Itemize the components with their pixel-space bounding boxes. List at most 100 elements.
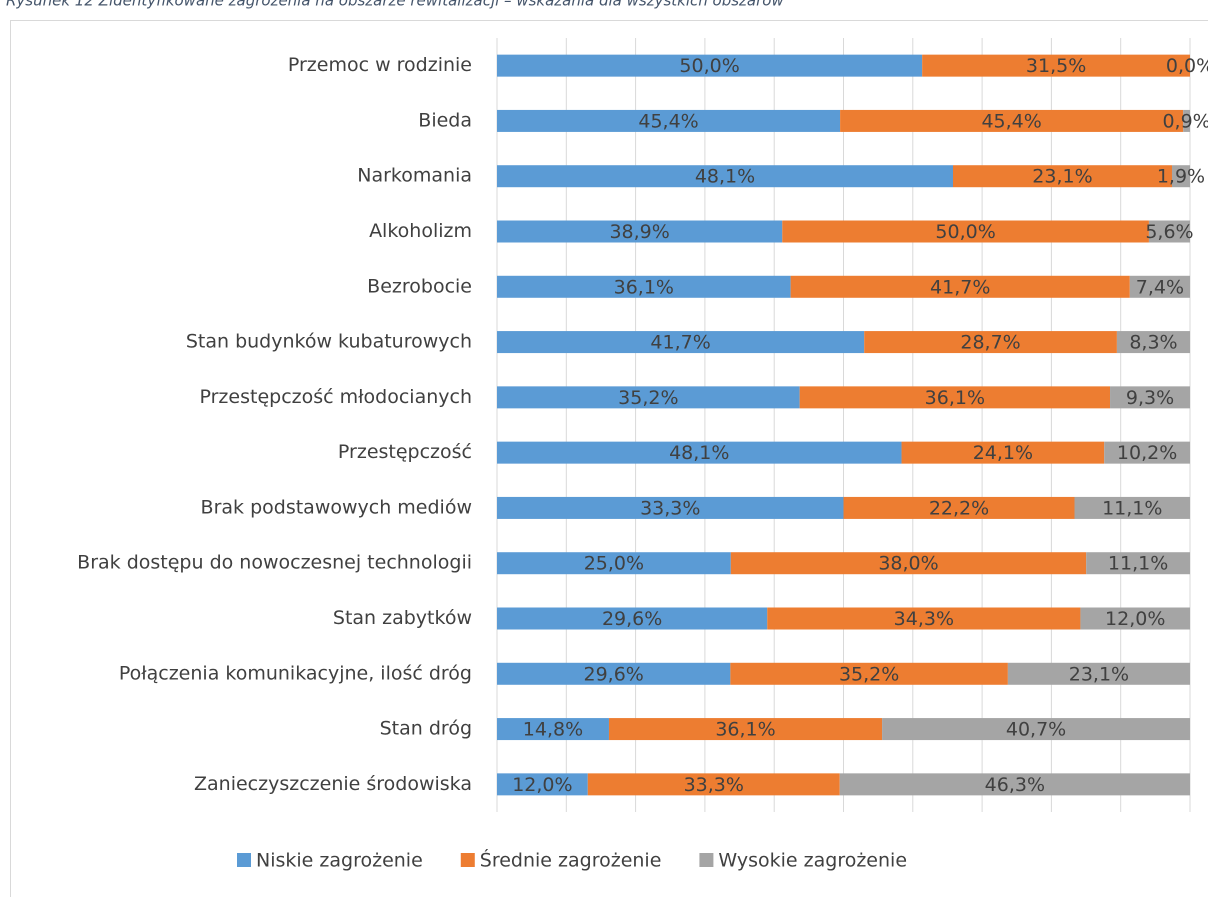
value-label: 35,2% [839, 663, 899, 685]
bar-segment [587, 773, 840, 796]
bar-segment [497, 552, 731, 575]
bar-segment [799, 386, 1111, 409]
category-label: Stan budynków kubaturowych [186, 331, 472, 353]
value-label: 23,1% [1032, 166, 1092, 188]
bar-segment [497, 275, 791, 298]
bar-segment [901, 441, 1105, 464]
bar-segment [782, 220, 1149, 243]
value-label: 10,2% [1117, 442, 1177, 464]
bar-segment [790, 275, 1130, 298]
bar-segment [497, 441, 902, 464]
value-label: 11,1% [1102, 497, 1162, 519]
value-label: 29,6% [584, 663, 644, 685]
value-label: 25,0% [584, 553, 644, 575]
value-label: 0,0% [1166, 55, 1208, 77]
category-label: Przestępczość młodocianych [200, 386, 473, 408]
value-label: 12,0% [1105, 608, 1165, 630]
bar-segment [1116, 331, 1190, 354]
value-label: 22,2% [929, 497, 989, 519]
bar-segment [497, 496, 844, 519]
category-label: Bezrobocie [367, 275, 472, 297]
bar-segment [497, 165, 953, 188]
bar-segment [497, 662, 731, 685]
value-label: 8,3% [1129, 332, 1177, 354]
value-label: 9,3% [1126, 387, 1174, 409]
bar-segment [608, 718, 883, 741]
bar-segment [497, 331, 865, 354]
bar-segment [882, 718, 1190, 741]
bar-segment [497, 54, 923, 77]
category-label: Połączenia komunikacyjne, ilość dróg [119, 662, 472, 684]
category-label: Stan zabytków [333, 607, 472, 629]
bar-segment [497, 386, 800, 409]
value-label: 23,1% [1069, 663, 1129, 685]
value-label: 46,3% [985, 774, 1045, 796]
value-label: 48,1% [669, 442, 729, 464]
value-label: 50,0% [679, 55, 739, 77]
bar-segment [1080, 607, 1190, 630]
value-label: 36,1% [925, 387, 985, 409]
legend-swatch [237, 853, 251, 867]
category-label: Przemoc w rodzinie [288, 54, 472, 76]
value-label: 48,1% [695, 166, 755, 188]
bar-segment [1104, 441, 1190, 464]
bar-segment [1183, 109, 1190, 132]
legend-label: Niskie zagrożenie [256, 850, 423, 872]
category-label: Brak podstawowych mediów [201, 496, 472, 518]
bar-segment [1110, 386, 1190, 409]
bar-segment [840, 109, 1184, 132]
bar-segment [767, 607, 1081, 630]
legend-label: Średnie zagrożenie [480, 848, 662, 872]
value-label: 33,3% [640, 497, 700, 519]
bar-segment [497, 773, 588, 796]
value-label: 29,6% [602, 608, 662, 630]
value-label: 45,4% [638, 110, 698, 132]
bar-segment [497, 718, 609, 741]
value-label: 35,2% [618, 387, 678, 409]
chart-frame [10, 20, 1208, 897]
bar-segment [1086, 552, 1190, 575]
category-label: Alkoholizm [369, 220, 472, 242]
value-label: 38,0% [878, 553, 938, 575]
legend-swatch [699, 853, 714, 867]
value-label: 36,1% [715, 719, 775, 741]
value-label: 7,4% [1136, 276, 1184, 298]
value-label: 40,7% [1006, 719, 1066, 741]
bar-segment [1148, 220, 1190, 243]
legend-swatch [460, 853, 475, 867]
value-label: 50,0% [935, 221, 995, 243]
category-label: Zanieczyszczenie środowiska [194, 773, 472, 795]
bar-segment [864, 331, 1117, 354]
bar-segment [730, 662, 1008, 685]
value-label: 14,8% [523, 719, 583, 741]
category-label: Bieda [418, 109, 472, 131]
legend-label: Wysokie zagrożenie [718, 850, 907, 872]
category-label: Stan dróg [380, 718, 472, 740]
value-label: 38,9% [609, 221, 669, 243]
value-label: 11,1% [1108, 553, 1168, 575]
value-label: 12,0% [512, 774, 572, 796]
category-label: Brak dostępu do nowoczesnej technologii [77, 552, 472, 574]
bar-segment [497, 109, 841, 132]
bar-segment [952, 165, 1172, 188]
value-label: 24,1% [973, 442, 1033, 464]
chart-title: Rysunek 12 Zidentyfikowane zagrożenia na… [6, 0, 784, 10]
bar-segment [843, 496, 1075, 519]
bar-segment [497, 607, 768, 630]
value-label: 41,7% [930, 276, 990, 298]
bar-segment [1074, 496, 1190, 519]
value-label: 1,9% [1157, 166, 1205, 188]
value-label: 34,3% [894, 608, 954, 630]
bar-segment [839, 773, 1190, 796]
value-label: 41,7% [650, 332, 710, 354]
bar-segment [922, 54, 1190, 77]
value-label: 36,1% [614, 276, 674, 298]
value-label: 5,6% [1145, 221, 1193, 243]
bar-segment [1129, 275, 1190, 298]
bar-segment [730, 552, 1087, 575]
bar-segment [497, 220, 783, 243]
bar-segment [1171, 165, 1190, 188]
category-label: Narkomania [357, 165, 472, 187]
